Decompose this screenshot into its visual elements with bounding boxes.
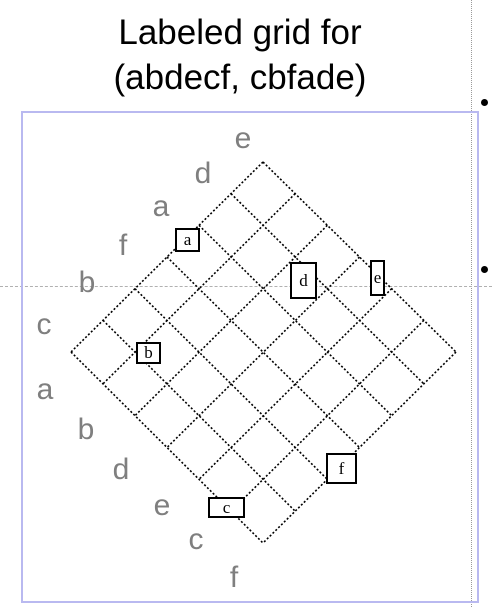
bottom-sequence-label: b [77, 413, 95, 446]
marked-cell-c: c [208, 497, 245, 518]
marked-cell-a: a [175, 228, 200, 252]
grid-line [166, 256, 361, 449]
title-line-2: (abdecf, cbfade) [113, 58, 367, 97]
vertical-guide-line [471, 0, 472, 607]
bottom-sequence-label: c [188, 523, 204, 556]
bottom-sequence-label: e [153, 489, 171, 522]
grid-line [102, 319, 296, 512]
top-sequence-label: c [36, 308, 52, 341]
horizontal-guide-line [0, 286, 492, 287]
top-sequence-label: f [118, 229, 128, 262]
marked-cell-d: d [290, 262, 317, 299]
top-sequence-label: b [78, 266, 96, 299]
grid-line [134, 224, 328, 417]
diagram-frame[interactable] [21, 111, 479, 603]
grid-line [230, 319, 425, 512]
bottom-sequence-label: d [112, 453, 130, 486]
bullet-icon [481, 266, 488, 273]
title-line-1: Labeled grid for [118, 13, 362, 52]
marked-cell-b: b [136, 342, 161, 364]
grid-line [262, 351, 457, 544]
top-sequence-label: a [152, 190, 170, 223]
marked-cell-f: f [326, 453, 357, 484]
grid-line [166, 256, 361, 449]
bottom-sequence-label: a [36, 373, 54, 406]
bullet-icon [481, 99, 488, 106]
grid-line [198, 224, 393, 417]
page-title: Labeled grid for (abdecf, cbfade) [0, 10, 480, 100]
marked-cell-e: e [370, 260, 385, 296]
top-sequence-label: e [234, 122, 252, 155]
top-sequence-label: d [194, 157, 212, 190]
bottom-sequence-label: f [229, 561, 239, 594]
